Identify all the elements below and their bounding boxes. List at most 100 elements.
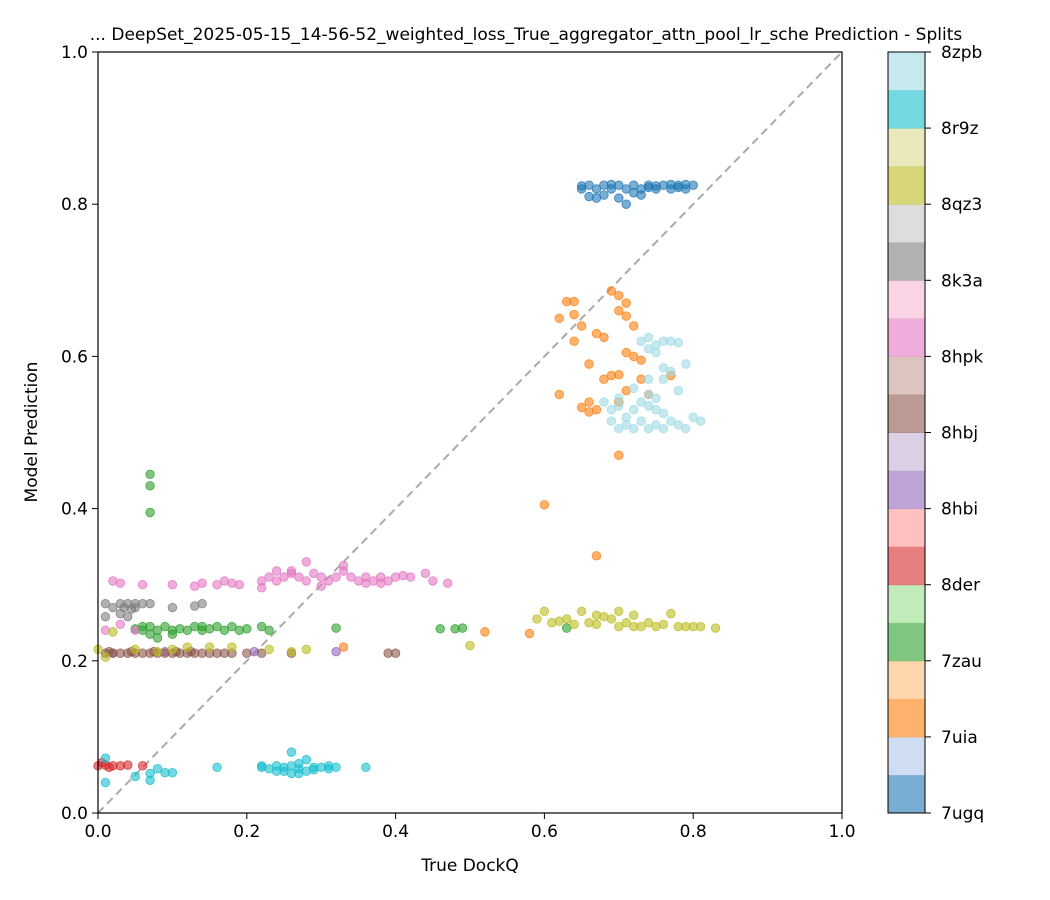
- data-point: [658, 423, 669, 434]
- data-point: [666, 608, 676, 619]
- data-point: [152, 633, 163, 643]
- data-point: [628, 383, 639, 394]
- colorbar: 7ugq 7uia 7zau 8der 8hbi 8hbj 8hpk 8k3a 8qz3 8r9z…: [887, 43, 984, 824]
- data-point: [323, 576, 334, 586]
- data-point: [227, 621, 237, 632]
- data-point: [524, 628, 535, 639]
- colorbar-label: 8zpb: [941, 43, 982, 63]
- data-point: [204, 624, 215, 634]
- colorbar-label: 8k3a: [941, 271, 983, 291]
- data-point: [621, 618, 631, 628]
- data-point: [167, 644, 178, 655]
- data-point: [152, 646, 163, 657]
- data-point: [376, 578, 386, 588]
- colorbar-segment: [888, 90, 925, 129]
- data-point: [465, 640, 475, 651]
- data-point: [294, 572, 304, 582]
- data-point: [130, 644, 140, 655]
- data-point: [614, 393, 624, 403]
- data-point: [643, 423, 654, 434]
- data-point: [628, 321, 639, 331]
- data-point: [628, 423, 639, 434]
- colorbar-segment: [888, 736, 925, 776]
- colorbar-label: 8der: [941, 576, 980, 596]
- data-point: [628, 351, 639, 362]
- data-point: [614, 290, 624, 301]
- data-point: [614, 193, 624, 203]
- data-point: [331, 572, 341, 582]
- data-point: [666, 416, 676, 426]
- plot-area: [93, 51, 843, 814]
- y-tick-label: 0.0: [61, 804, 88, 824]
- data-point: [606, 614, 617, 624]
- data-point: [212, 580, 222, 590]
- data-point: [591, 184, 602, 194]
- data-point: [658, 374, 669, 384]
- data-point: [264, 625, 274, 636]
- colorbar-label: 7zau: [941, 652, 982, 672]
- data-point: [621, 298, 631, 308]
- colorbar-segment: [888, 318, 925, 357]
- data-point: [145, 775, 155, 785]
- data-point: [361, 762, 371, 773]
- x-tick-label: 0.0: [84, 822, 111, 842]
- data-point: [688, 412, 698, 422]
- colorbar-label: 8qz3: [941, 195, 982, 215]
- data-point: [554, 313, 564, 324]
- colorbar-label: 7ugq: [941, 804, 984, 824]
- colorbar-segment: [888, 52, 925, 91]
- data-point: [643, 401, 654, 411]
- data-point: [435, 624, 445, 634]
- data-point: [405, 572, 416, 582]
- data-point: [599, 397, 609, 407]
- y-tick-label: 0.8: [61, 195, 88, 215]
- data-point: [554, 389, 564, 400]
- x-tick-label: 0.6: [531, 822, 558, 842]
- colorbar-segment: [888, 508, 925, 548]
- colorbar-segment: [888, 546, 925, 586]
- data-point: [599, 374, 609, 384]
- data-point: [115, 619, 126, 629]
- data-point: [651, 420, 661, 430]
- data-point: [442, 578, 453, 588]
- data-point: [636, 355, 646, 365]
- data-point: [104, 762, 114, 773]
- data-point: [294, 758, 304, 769]
- x-tick-label: 0.8: [680, 822, 707, 842]
- y-axis-label: Model Prediction: [22, 362, 42, 503]
- data-point: [710, 623, 721, 633]
- data-point: [532, 614, 542, 624]
- data-point: [286, 646, 297, 657]
- data-point: [651, 404, 661, 415]
- y-axis: 0.0 0.2 0.4 0.6 0.8 1.0: [61, 43, 98, 824]
- data-point: [204, 642, 215, 652]
- data-point: [145, 507, 155, 518]
- x-tick-label: 0.2: [233, 822, 260, 842]
- data-point: [576, 181, 587, 191]
- data-point: [673, 338, 684, 348]
- data-point: [621, 311, 631, 321]
- data-point: [584, 397, 594, 407]
- x-axis: 0.0 0.2 0.4 0.6 0.8 1.0: [84, 813, 856, 842]
- data-point: [271, 576, 282, 586]
- data-point: [658, 619, 669, 629]
- data-point: [428, 576, 438, 586]
- colorbar-label: 8hpk: [941, 347, 983, 367]
- chart-title: ... DeepSet_2025-05-15_14-56-52_weighted…: [90, 25, 963, 45]
- colorbar-segment: [888, 470, 925, 510]
- data-point: [569, 296, 579, 307]
- data-point: [309, 764, 319, 775]
- y-tick-label: 0.4: [61, 500, 88, 520]
- data-point: [286, 747, 297, 757]
- data-point: [643, 332, 654, 343]
- colorbar-label: 8r9z: [941, 119, 979, 139]
- data-point: [658, 363, 669, 373]
- data-point: [562, 623, 572, 633]
- points-layer: [93, 179, 721, 788]
- data-point: [695, 621, 706, 632]
- data-point: [614, 306, 624, 316]
- data-point: [390, 648, 401, 658]
- colorbar-segment: [888, 394, 925, 433]
- colorbar-segment: [888, 204, 925, 243]
- data-point: [658, 408, 669, 419]
